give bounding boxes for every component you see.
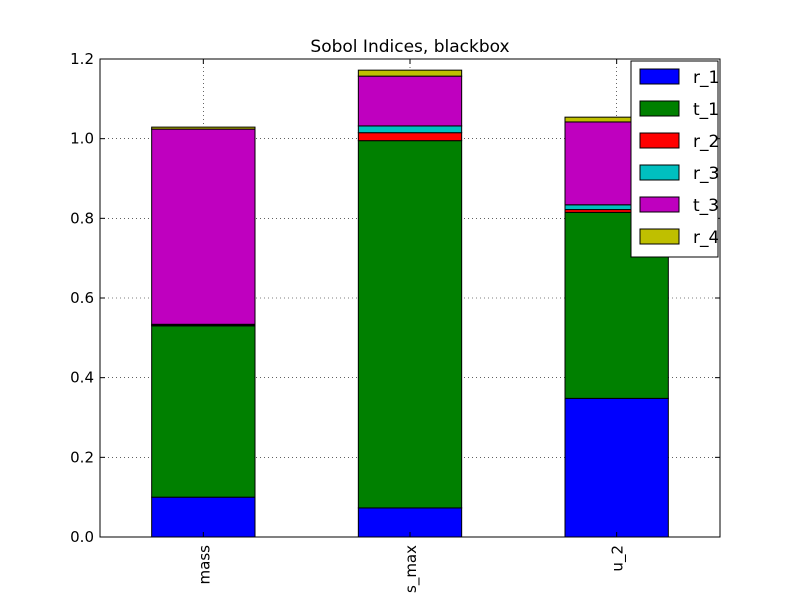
legend-swatch: [639, 228, 680, 245]
legend-label: r_3: [693, 164, 719, 184]
x-tick-label: mass: [195, 545, 213, 585]
bar-t-1-mass: [151, 325, 256, 498]
bars: [151, 69, 669, 538]
legend-label: t_3: [693, 196, 719, 216]
bar-t-3-s-max: [357, 75, 463, 127]
legend-label: r_2: [693, 132, 719, 152]
legend-swatch: [639, 68, 680, 85]
legend-box: [630, 60, 719, 258]
x-tick-label: u_2: [609, 545, 628, 572]
bar-r-1-u-2: [564, 397, 669, 538]
y-tick-label: 0.8: [70, 209, 94, 227]
bar-r-4-s-max: [357, 69, 463, 77]
legend-swatch: [639, 100, 680, 117]
bar-r-2-s-max: [357, 132, 463, 142]
legend-swatch: [639, 132, 680, 149]
legend-swatch: [639, 164, 680, 181]
x-axis: mass s_max u_2: [195, 59, 628, 593]
legend: r_1 t_1 r_2 r_3 t_3 r_4: [630, 60, 719, 258]
bar-r-4-mass: [151, 126, 256, 130]
y-tick-label: 1.2: [70, 50, 94, 68]
legend-label: r_4: [693, 228, 719, 248]
bar-t-1-s-max: [357, 140, 463, 509]
bar-r-1-mass: [151, 496, 256, 538]
x-tick-label: s_max: [402, 545, 421, 593]
legend-swatch: [639, 196, 680, 213]
legend-label: r_1: [693, 68, 719, 88]
legend-label: t_1: [693, 100, 719, 120]
y-tick-label: 0.6: [70, 289, 94, 307]
y-tick-label: 0.2: [70, 448, 94, 466]
chart-title: Sobol Indices, blackbox: [310, 37, 509, 57]
y-axis: 0.0 0.2 0.4 0.6 0.8 1.0 1.2: [70, 50, 720, 546]
bar-t-3-mass: [151, 128, 256, 325]
bar-r-3-s-max: [357, 125, 463, 134]
y-tick-label: 0.0: [70, 528, 94, 546]
y-tick-label: 1.0: [70, 130, 94, 148]
y-tick-label: 0.4: [70, 369, 94, 387]
